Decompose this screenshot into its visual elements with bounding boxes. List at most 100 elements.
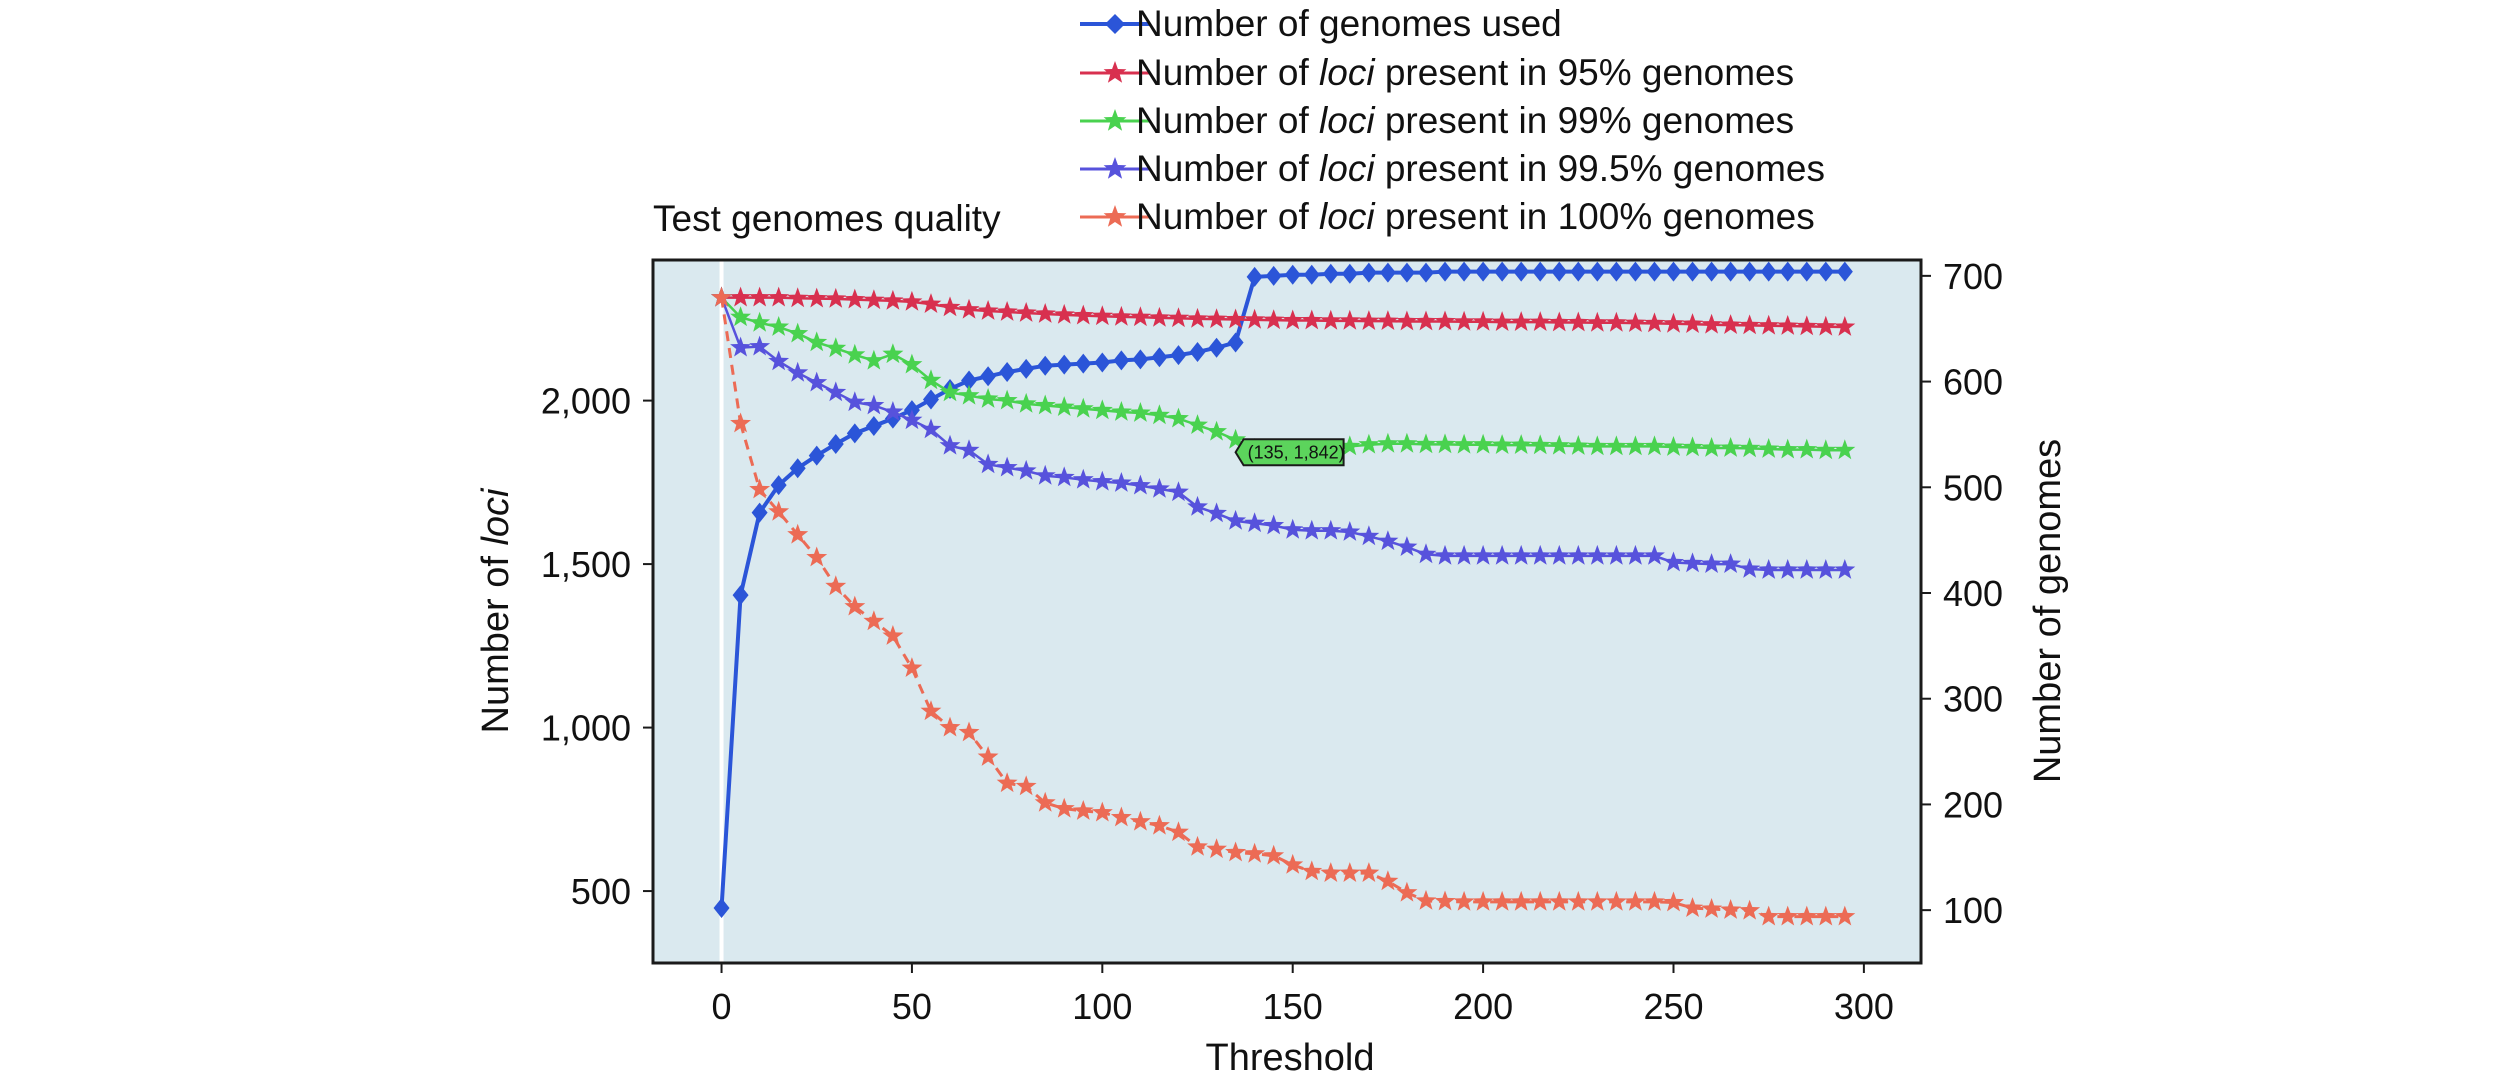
data-point (1187, 495, 1208, 516)
data-point (1301, 519, 1323, 540)
data-point (1018, 358, 1035, 379)
data-point (1760, 261, 1777, 282)
data-point (768, 286, 790, 307)
data-point (1701, 313, 1722, 334)
data-point (1701, 437, 1722, 457)
series-line (739, 423, 1845, 919)
data-point (1206, 420, 1227, 441)
data-point (920, 293, 942, 313)
data-point (1758, 559, 1780, 579)
data-point (1625, 890, 1646, 911)
data-point (1377, 870, 1399, 891)
data-point (1168, 821, 1189, 842)
data-point (806, 546, 828, 567)
data-point (922, 389, 939, 410)
y-axis-right-title: Number of genomes (2027, 439, 2069, 783)
data-point (768, 500, 790, 521)
data-point (1475, 261, 1492, 282)
data-point (1053, 466, 1075, 487)
data-point (1434, 310, 1456, 331)
plot-area (653, 260, 1921, 963)
data-point (1720, 314, 1742, 334)
data-point (1817, 261, 1834, 282)
data-point (996, 772, 1018, 793)
data-point (1625, 312, 1646, 332)
data-point (1472, 890, 1494, 911)
data-point (958, 721, 980, 742)
legend-star-icon (1103, 109, 1127, 131)
y-right-tick-label: 100 (1943, 890, 2003, 931)
data-point (958, 439, 980, 460)
data-point (1398, 262, 1415, 283)
data-point (939, 716, 961, 737)
data-point (1379, 262, 1396, 283)
data-point (1053, 396, 1075, 416)
data-point (1094, 352, 1111, 373)
data-point (1548, 890, 1570, 911)
data-point (1263, 309, 1285, 330)
data-point (844, 595, 866, 616)
data-point (1758, 905, 1780, 926)
data-point (958, 384, 980, 405)
legend-diamond-icon (1105, 14, 1125, 34)
data-point (711, 286, 732, 307)
data-point (958, 298, 980, 319)
data-point (1567, 435, 1589, 455)
data-point (1225, 841, 1247, 862)
data-point (1113, 350, 1130, 371)
data-point (1437, 261, 1454, 282)
data-point (1434, 890, 1456, 911)
data-point (1627, 261, 1644, 282)
data-point (980, 366, 997, 387)
data-point (1453, 890, 1475, 911)
data-point (1206, 308, 1227, 329)
data-point (1149, 477, 1170, 498)
data-point (1529, 311, 1551, 331)
data-point (1110, 305, 1132, 326)
data-point (1015, 459, 1037, 480)
data-point (996, 301, 1018, 321)
data-point (1529, 434, 1551, 455)
data-point (1798, 261, 1815, 282)
data-point (730, 336, 751, 357)
data-point (939, 434, 961, 455)
data-point (732, 585, 749, 606)
data-point (1491, 434, 1513, 454)
axes-layer: 0 50 100 150 200 250 300 500 1,000 1,500 2,000 100 2… (541, 256, 2003, 1027)
data-point (1532, 261, 1549, 282)
data-point (1225, 428, 1247, 449)
data-point (1034, 303, 1056, 323)
data-point (1037, 355, 1054, 376)
data-point (1320, 862, 1342, 882)
data-point (901, 409, 923, 430)
data-point (730, 286, 751, 307)
data-point (1815, 559, 1837, 579)
data-point (977, 388, 999, 408)
data-point (1301, 309, 1323, 330)
data-point (825, 337, 847, 358)
data-point (787, 287, 809, 308)
x-axis-title: Threshold (1206, 1037, 1375, 1076)
data-point (1570, 261, 1587, 282)
data-point (1225, 308, 1247, 329)
data-point (1796, 315, 1818, 336)
data-point (1739, 899, 1761, 920)
data-point (1722, 261, 1739, 282)
data-point (1494, 261, 1511, 282)
data-point (1834, 905, 1856, 926)
data-point (1072, 800, 1094, 820)
data-point (1836, 261, 1853, 282)
data-point (977, 300, 999, 320)
data-point (1779, 261, 1796, 282)
data-point (1684, 261, 1701, 282)
data-point (1625, 544, 1646, 565)
data-point (1132, 349, 1149, 370)
data-point (1301, 860, 1323, 881)
data-point (846, 423, 863, 444)
data-point (1396, 310, 1418, 331)
data-point (1091, 305, 1113, 326)
data-point (1358, 862, 1380, 882)
data-point (1244, 512, 1266, 533)
x-tick-label: 0 (712, 986, 732, 1027)
data-point (1644, 544, 1665, 565)
